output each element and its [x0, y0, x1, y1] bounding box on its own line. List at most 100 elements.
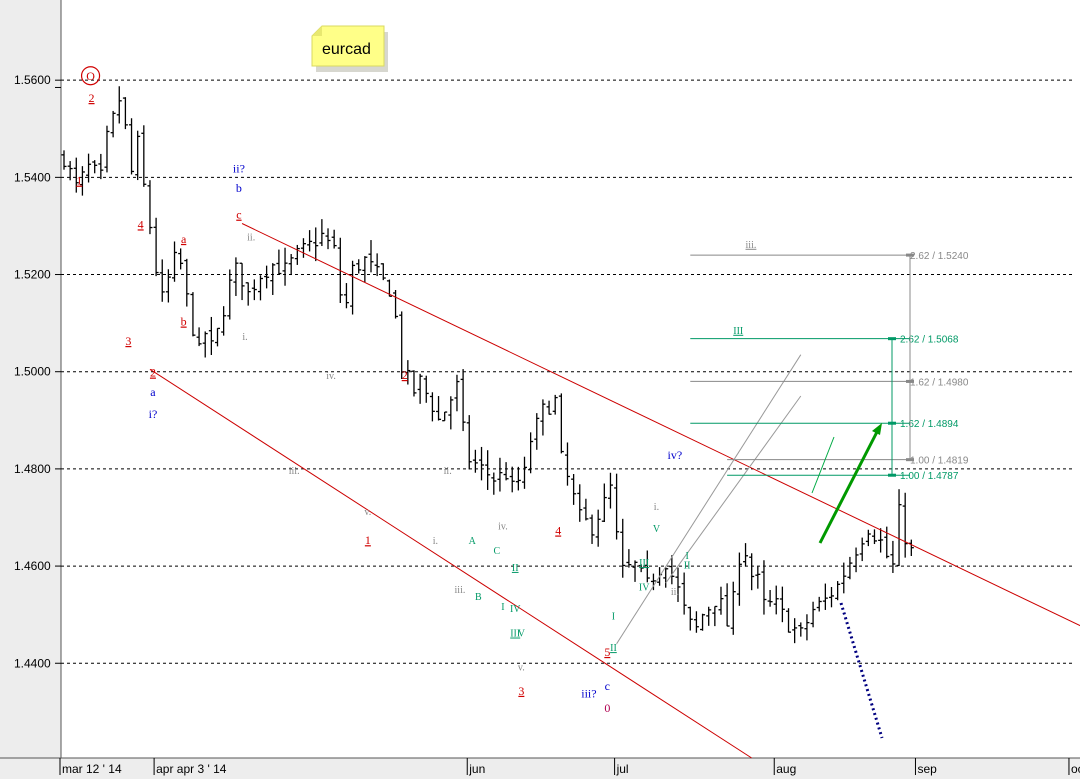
ohlc-bar: [865, 529, 871, 547]
ohlc-bar: [184, 258, 190, 307]
trend-line: [616, 354, 802, 645]
y-tick-label: 1.5600: [14, 73, 51, 87]
wave-label: V: [653, 524, 661, 535]
ohlc-bar: [485, 450, 491, 490]
ohlc-bar: [804, 614, 810, 641]
wave-label: I: [612, 612, 615, 623]
projection-arrow: [818, 427, 881, 544]
ohlc-bar: [221, 306, 227, 336]
x-tick-label: sep: [917, 762, 937, 776]
ohlc-bar: [546, 400, 552, 415]
wave-label: C: [493, 546, 500, 557]
ohlc-bar: [110, 110, 116, 138]
ohlc-bar: [153, 217, 159, 277]
ohlc-bar: [466, 415, 472, 470]
ohlc-bar: [878, 528, 884, 553]
ohlc-bar: [810, 601, 816, 628]
ohlc-bar: [442, 411, 448, 422]
ohlc-bar: [67, 161, 73, 181]
ohlc-bar: [607, 472, 613, 509]
ohlc-bar: [73, 157, 79, 193]
ohlc-bar: [61, 150, 67, 170]
ohlc-bar: [190, 292, 196, 337]
ohlc-bar: [614, 473, 620, 540]
wave-label: II: [684, 561, 691, 572]
ohlc-bar: [497, 457, 503, 492]
wave-label: 3: [518, 684, 524, 698]
ohlc-bar: [362, 256, 368, 283]
ohlc-bar: [282, 247, 288, 286]
wave-label: 4: [555, 523, 561, 537]
ohlc-bar: [350, 260, 356, 315]
fib-wave-label: iii.: [746, 240, 757, 251]
ohlc-bar: [436, 396, 442, 421]
top-mark-label: O: [86, 69, 95, 83]
ohlc-bar: [356, 259, 362, 274]
ohlc-bar: [104, 125, 110, 173]
fib-wave-label: III: [733, 326, 743, 337]
ohlc-bar: [147, 180, 153, 235]
x-tick-label: apr apr 3 ' 14: [156, 762, 227, 776]
y-tick-label: 1.4600: [14, 559, 51, 573]
ohlc-bar: [294, 244, 300, 265]
ohlc-bar: [368, 240, 374, 273]
wave-label: 2: [89, 91, 95, 105]
ohlc-bar: [687, 606, 693, 631]
ohlc-bar: [386, 279, 392, 297]
ohlc-bar: [528, 432, 534, 474]
ohlc-bar: [779, 586, 785, 623]
ohlc-bar: [196, 327, 202, 347]
wave-label: a: [181, 232, 187, 246]
wave-label: 2: [402, 368, 408, 382]
wave-label: II: [512, 563, 519, 574]
projection-arrows: [811, 423, 884, 739]
ohlc-bar: [589, 514, 595, 544]
ohlc-bar: [669, 555, 675, 585]
ohlc-bar: [319, 219, 325, 247]
ohlc-bar: [681, 572, 687, 615]
wave-label: 4: [138, 217, 144, 231]
ohlc-bar: [264, 265, 270, 289]
wave-label: IV: [639, 582, 650, 593]
ohlc-bar: [159, 259, 165, 302]
wave-label: v.: [364, 507, 371, 518]
wave-label: i.: [433, 536, 438, 547]
ohlc-bar: [313, 227, 319, 262]
wave-label: i.: [242, 332, 247, 343]
y-tick-label: 1.5200: [14, 268, 51, 282]
ohlc-bar: [411, 370, 417, 397]
ohlc-bar: [620, 518, 626, 578]
ohlc-bar: [116, 86, 122, 124]
ohlc-bar: [564, 442, 570, 486]
ohlc-bar: [847, 556, 853, 580]
ohlc-bar: [583, 498, 589, 521]
fib-label: 1.00 / 1.4819: [910, 456, 969, 467]
ohlc-bar: [522, 456, 527, 489]
ohlc-bar: [331, 229, 337, 249]
wave-label: a: [150, 385, 156, 399]
wave-label: b: [181, 315, 187, 329]
ohlc-bar: [491, 472, 497, 495]
ohlc-bar: [79, 166, 85, 196]
ohlc-bar: [902, 492, 908, 558]
ohlc-bar: [423, 375, 429, 403]
ohlc-bar: [896, 489, 902, 567]
ohlc-bar: [816, 596, 822, 612]
ohlc-bar: [122, 97, 128, 130]
ohlc-bar: [601, 483, 607, 523]
y-tick-label: 1.5000: [14, 365, 51, 379]
x-tick-label: oct: [1071, 762, 1080, 776]
wave-label: i.: [654, 502, 659, 513]
ohlc-bar: [276, 249, 282, 275]
wave-label: III: [639, 558, 649, 569]
wave-label: V: [518, 629, 526, 640]
wave-label: iv?: [668, 448, 683, 462]
ohlc-bar: [558, 393, 564, 454]
ohlc-bar: [233, 257, 239, 296]
ohlc-bar: [129, 118, 135, 175]
note-fold: [312, 26, 322, 36]
ohlc-bar: [632, 560, 638, 582]
